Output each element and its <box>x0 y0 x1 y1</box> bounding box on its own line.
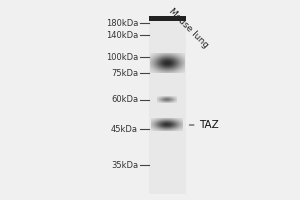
Text: 100kDa: 100kDa <box>106 52 138 62</box>
Text: 75kDa: 75kDa <box>111 68 138 77</box>
Bar <box>148 16 186 21</box>
Bar <box>148 16 186 194</box>
Text: 35kDa: 35kDa <box>111 160 138 170</box>
Text: 45kDa: 45kDa <box>111 124 138 134</box>
Text: 60kDa: 60kDa <box>111 96 138 104</box>
Text: Mouse lung: Mouse lung <box>167 7 210 50</box>
Text: 140kDa: 140kDa <box>106 30 138 40</box>
Text: 180kDa: 180kDa <box>106 19 138 27</box>
Text: TAZ: TAZ <box>189 120 219 130</box>
